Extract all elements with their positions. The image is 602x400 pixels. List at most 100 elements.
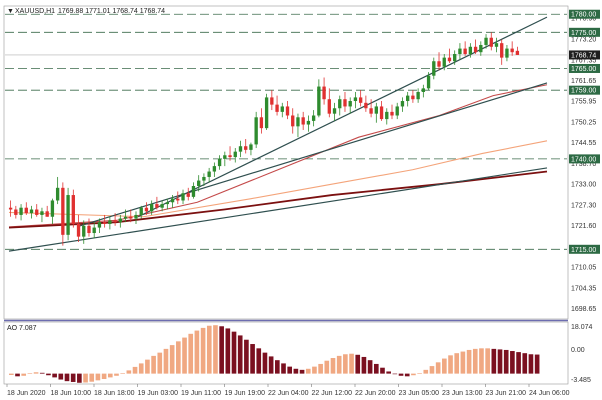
ao-bar — [83, 373, 88, 383]
candle-body — [453, 54, 457, 62]
ao-bar — [157, 352, 163, 374]
candle-body — [150, 204, 154, 212]
ao-bar — [472, 348, 478, 374]
x-tick-label: 22 Jun 04:00 — [268, 390, 309, 397]
ao-bar — [336, 355, 342, 374]
ao-bar — [244, 339, 249, 374]
candle-body — [322, 86, 326, 100]
candle-body — [160, 204, 164, 208]
candle-body — [385, 111, 389, 120]
y-tick-label: 1750.25 — [571, 119, 596, 126]
ao-bar — [145, 359, 150, 374]
ao-bar — [256, 348, 262, 374]
long-support-trendline — [8, 167, 548, 252]
ao-bar — [417, 373, 422, 374]
ao-bar — [237, 335, 243, 374]
candle-body — [515, 50, 520, 55]
ao-bar — [305, 368, 311, 374]
candle-body — [301, 117, 305, 125]
candle-body — [197, 180, 201, 187]
candle-body — [144, 207, 149, 212]
x-tick-label: 24 Jun 06:00 — [529, 390, 570, 397]
ao-bar — [52, 373, 57, 378]
candle-body — [280, 106, 284, 112]
ao-bar — [522, 353, 528, 374]
ao-bar — [126, 370, 132, 374]
ao-bar — [138, 363, 144, 374]
ao-bar — [330, 358, 336, 374]
ao-bar — [392, 373, 398, 375]
level-label: 1740.00 — [571, 156, 596, 163]
ao-bar — [460, 351, 466, 374]
candle-body — [139, 207, 143, 215]
x-tick-label: 18 Jun 18:00 — [94, 390, 135, 397]
candle-body — [82, 225, 86, 237]
candle-body — [338, 99, 342, 109]
ao-bar — [206, 325, 212, 374]
level-label-box — [569, 63, 600, 73]
candle-body — [468, 46, 473, 55]
candle-body — [92, 227, 96, 234]
candle-body — [390, 111, 394, 116]
candle-body — [207, 171, 211, 177]
candle-body — [113, 220, 117, 223]
candle-body — [45, 211, 49, 217]
symbol-label: XAUUSD,H1 — [15, 8, 55, 15]
candle-body — [275, 104, 279, 112]
x-tick-label: 19 Jun 11:00 — [181, 390, 221, 397]
ao-scale-zero: 0.00 — [571, 347, 585, 354]
candle-body — [447, 57, 452, 62]
x-tick-label: 23 Jun 21:00 — [486, 390, 527, 397]
ao-bar — [355, 354, 361, 374]
ao-bar — [367, 360, 373, 374]
candle-body — [61, 187, 65, 235]
ao-bar — [107, 373, 113, 378]
candle-body — [500, 43, 504, 58]
ao-bar — [429, 366, 435, 374]
candle-body — [437, 61, 441, 67]
level-label: 1715.00 — [571, 247, 596, 254]
ma-mid-line — [8, 140, 548, 218]
ohlc-label: 1769.88 1771.01 1768.74 1768.74 — [58, 8, 165, 15]
ao-bar — [15, 373, 20, 377]
candle-body — [238, 146, 243, 152]
ao-bar — [95, 373, 101, 381]
chart-header: ▼ XAUUSD,H1 1769.88 1771.01 1768.74 1768… — [7, 8, 165, 15]
candle-body — [212, 166, 217, 172]
ao-bar — [442, 358, 447, 374]
level-label-box — [569, 154, 600, 164]
ao-bar — [349, 353, 354, 374]
y-tick-label: 1767.35 — [571, 57, 596, 64]
x-axis: 18 Jun 2020 18 Jun 10:00 18 Jun 18:00 19 Ju… — [6, 384, 570, 397]
candle-body — [306, 120, 311, 125]
x-tick-label: 23 Jun 05:00 — [399, 390, 440, 397]
ao-bar — [89, 373, 95, 382]
ao-bar — [435, 362, 441, 374]
candle-body — [202, 176, 206, 181]
candle-body — [317, 86, 321, 116]
header-arrow-icon[interactable]: ▼ — [7, 8, 14, 15]
current-price-box — [569, 50, 600, 60]
ao-bar — [485, 348, 490, 374]
ao-bar — [169, 345, 175, 374]
candle-body — [489, 37, 493, 47]
y-tick-label: 1698.65 — [571, 306, 596, 313]
ao-bar — [361, 356, 367, 374]
ao-bar — [516, 352, 521, 374]
channel-upper-trendline — [137, 16, 548, 218]
ao-bar — [101, 373, 107, 380]
level-label-box — [569, 85, 600, 95]
level-label-box — [569, 27, 600, 37]
ao-bar — [27, 373, 33, 374]
candle-body — [97, 222, 102, 228]
candle-body — [291, 115, 295, 127]
ao-bar — [268, 356, 274, 374]
ao-bar — [466, 349, 472, 374]
ao-bar — [120, 373, 125, 374]
candle-body — [165, 202, 170, 205]
candle-body — [186, 193, 190, 197]
candle-body — [155, 204, 159, 208]
ao-histogram — [9, 325, 540, 383]
ao-bar — [114, 373, 119, 376]
